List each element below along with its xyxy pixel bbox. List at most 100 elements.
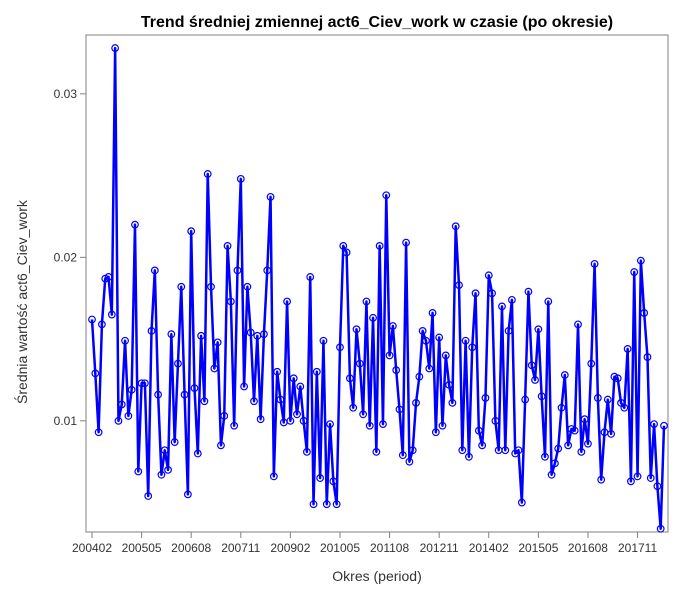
data-point <box>260 330 268 339</box>
data-point <box>183 490 192 499</box>
x-tick-label: 201402 <box>469 541 509 555</box>
data-point <box>352 325 361 334</box>
data-point <box>468 343 477 352</box>
data-point <box>633 472 642 481</box>
data-point <box>226 297 235 306</box>
data-point <box>448 398 457 407</box>
data-point <box>564 441 573 450</box>
data-point <box>587 359 596 368</box>
data-point <box>296 382 305 391</box>
data-point <box>402 238 411 247</box>
data-point <box>484 271 493 280</box>
y-axis-label: Średnia wartość act6_Ciev_work <box>13 199 30 404</box>
x-axis-label: Okres (period) <box>332 568 421 584</box>
data-point <box>316 474 325 482</box>
data-point <box>471 289 480 298</box>
data-point <box>137 379 146 388</box>
plot-frame <box>85 34 669 533</box>
data-point <box>322 500 331 509</box>
data-point <box>107 310 116 319</box>
data-point <box>650 420 658 429</box>
data-point <box>283 297 291 306</box>
data-point <box>266 192 275 201</box>
data-point <box>193 449 202 458</box>
x-tick-label: 200608 <box>171 541 211 555</box>
data-point <box>607 430 615 438</box>
x-tick-label: 201005 <box>320 541 360 555</box>
data-point <box>425 364 434 373</box>
chart-title: Trend średniej zmiennej act6_Ciev_work w… <box>141 14 613 31</box>
data-point <box>177 282 186 291</box>
data-point <box>451 222 460 231</box>
data-point <box>104 273 113 281</box>
data-point <box>488 289 496 298</box>
data-point <box>362 297 371 306</box>
data-point <box>94 428 103 437</box>
data-point <box>220 412 229 420</box>
data-point <box>481 394 490 402</box>
data-point <box>441 351 450 360</box>
data-point <box>131 220 139 229</box>
data-point <box>339 241 348 250</box>
data-point <box>117 400 126 409</box>
data-point <box>114 416 123 425</box>
data-point <box>547 470 556 479</box>
data-point <box>557 403 566 412</box>
data-point <box>319 336 328 345</box>
data-point <box>431 428 440 437</box>
data-point <box>223 241 232 250</box>
data-point <box>640 309 649 317</box>
data-point <box>147 327 156 335</box>
data-point <box>501 446 510 455</box>
data-point <box>570 426 579 435</box>
x-tick-label: 200902 <box>270 541 310 555</box>
data-point <box>514 446 523 455</box>
x-tick-label: 201711 <box>618 541 657 555</box>
plot-area <box>88 44 668 533</box>
data-point <box>408 446 417 455</box>
x-tick-label: 201211 <box>420 541 459 555</box>
data-point <box>349 403 358 412</box>
data-point <box>154 390 163 399</box>
data-point <box>478 441 487 450</box>
data-point <box>342 248 351 257</box>
data-point <box>554 444 563 453</box>
data-point <box>203 170 212 178</box>
data-point <box>643 353 652 361</box>
data-point <box>521 395 530 404</box>
data-point <box>613 374 622 383</box>
data-point <box>276 395 285 404</box>
data-point <box>537 392 546 401</box>
data-point <box>630 268 639 276</box>
data-point <box>620 403 629 412</box>
data-point <box>190 384 199 393</box>
data-point <box>187 227 196 236</box>
data-point <box>379 420 387 429</box>
data-point <box>541 452 549 461</box>
data-point <box>326 420 334 429</box>
data-point <box>544 297 553 306</box>
data-point <box>236 174 245 183</box>
x-tick-label: 200402 <box>72 541 112 555</box>
data-point <box>332 500 341 509</box>
data-point <box>623 344 632 353</box>
data-point <box>653 482 662 491</box>
data-point <box>428 309 437 317</box>
data-point <box>597 475 606 484</box>
data-point <box>412 398 420 407</box>
data-point <box>160 446 169 455</box>
data-point <box>550 459 559 468</box>
data-point <box>365 421 374 430</box>
y-tick-label: 0.02 <box>54 250 78 264</box>
data-point <box>465 452 473 461</box>
data-point <box>405 457 414 466</box>
data-point <box>508 295 516 304</box>
data-point <box>230 421 239 430</box>
data-point <box>580 415 589 424</box>
data-point <box>124 412 133 420</box>
data-point <box>210 364 219 373</box>
data-point <box>88 315 96 324</box>
data-point <box>517 498 526 507</box>
data-point <box>256 415 265 424</box>
